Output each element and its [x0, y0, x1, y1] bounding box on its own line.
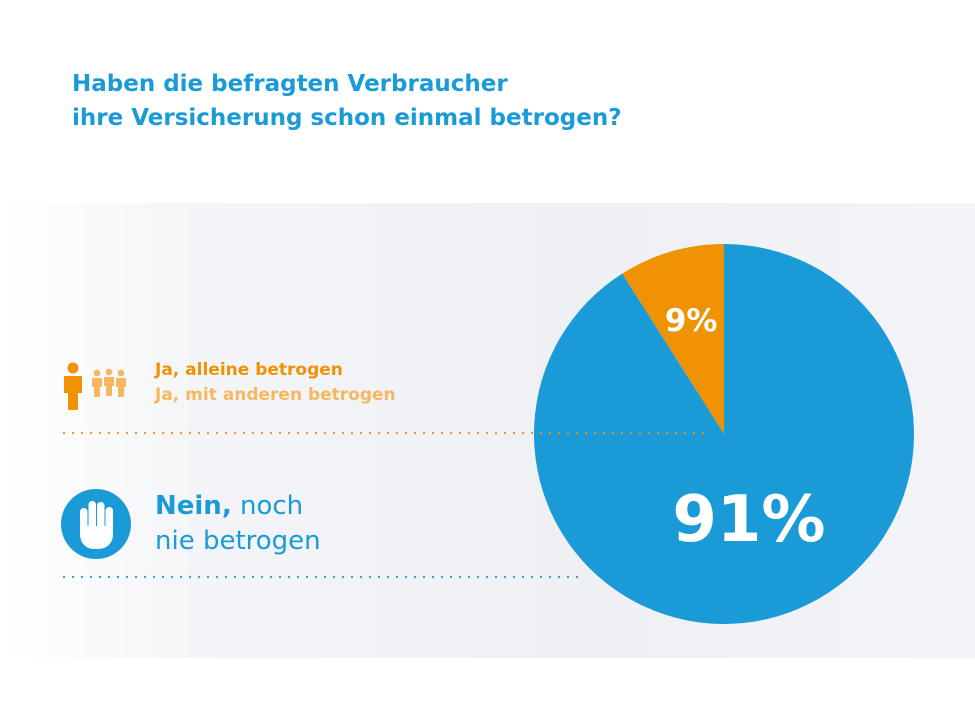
- pie-slice-nein: [534, 244, 914, 625]
- nein-legend: Nein, noch nie betrogen: [155, 489, 321, 559]
- nein-line-2: nie betrogen: [155, 526, 321, 556]
- pie-slices: [534, 244, 914, 625]
- legend-ja-mit-anderen: Ja, mit anderen betrogen: [155, 385, 396, 405]
- nein-line-1: Nein, noch: [155, 489, 321, 524]
- group-icon: [92, 368, 126, 397]
- chart-title: Haben die befragten Verbraucher ihre Ver…: [72, 67, 622, 135]
- ja-legend: Ja, alleine betrogen Ja, mit anderen bet…: [155, 358, 396, 408]
- pie-label-ja: 9%: [665, 303, 718, 339]
- nein-bold-label: Nein,: [155, 491, 232, 521]
- stop-hand-icon: [61, 489, 131, 559]
- legend-ja-alleine: Ja, alleine betrogen: [155, 360, 343, 380]
- pie-label-nein: 91%: [672, 483, 825, 557]
- pie-slice-labels: 9% 91%: [665, 303, 826, 557]
- person-icon: [64, 362, 82, 410]
- chart-title-line-2: ihre Versicherung schon einmal betrogen?: [72, 105, 622, 131]
- nein-rest-label: noch: [239, 491, 304, 521]
- pie-slice-ja: [622, 244, 724, 434]
- chart-title-line-1: Haben die befragten Verbraucher: [72, 71, 508, 97]
